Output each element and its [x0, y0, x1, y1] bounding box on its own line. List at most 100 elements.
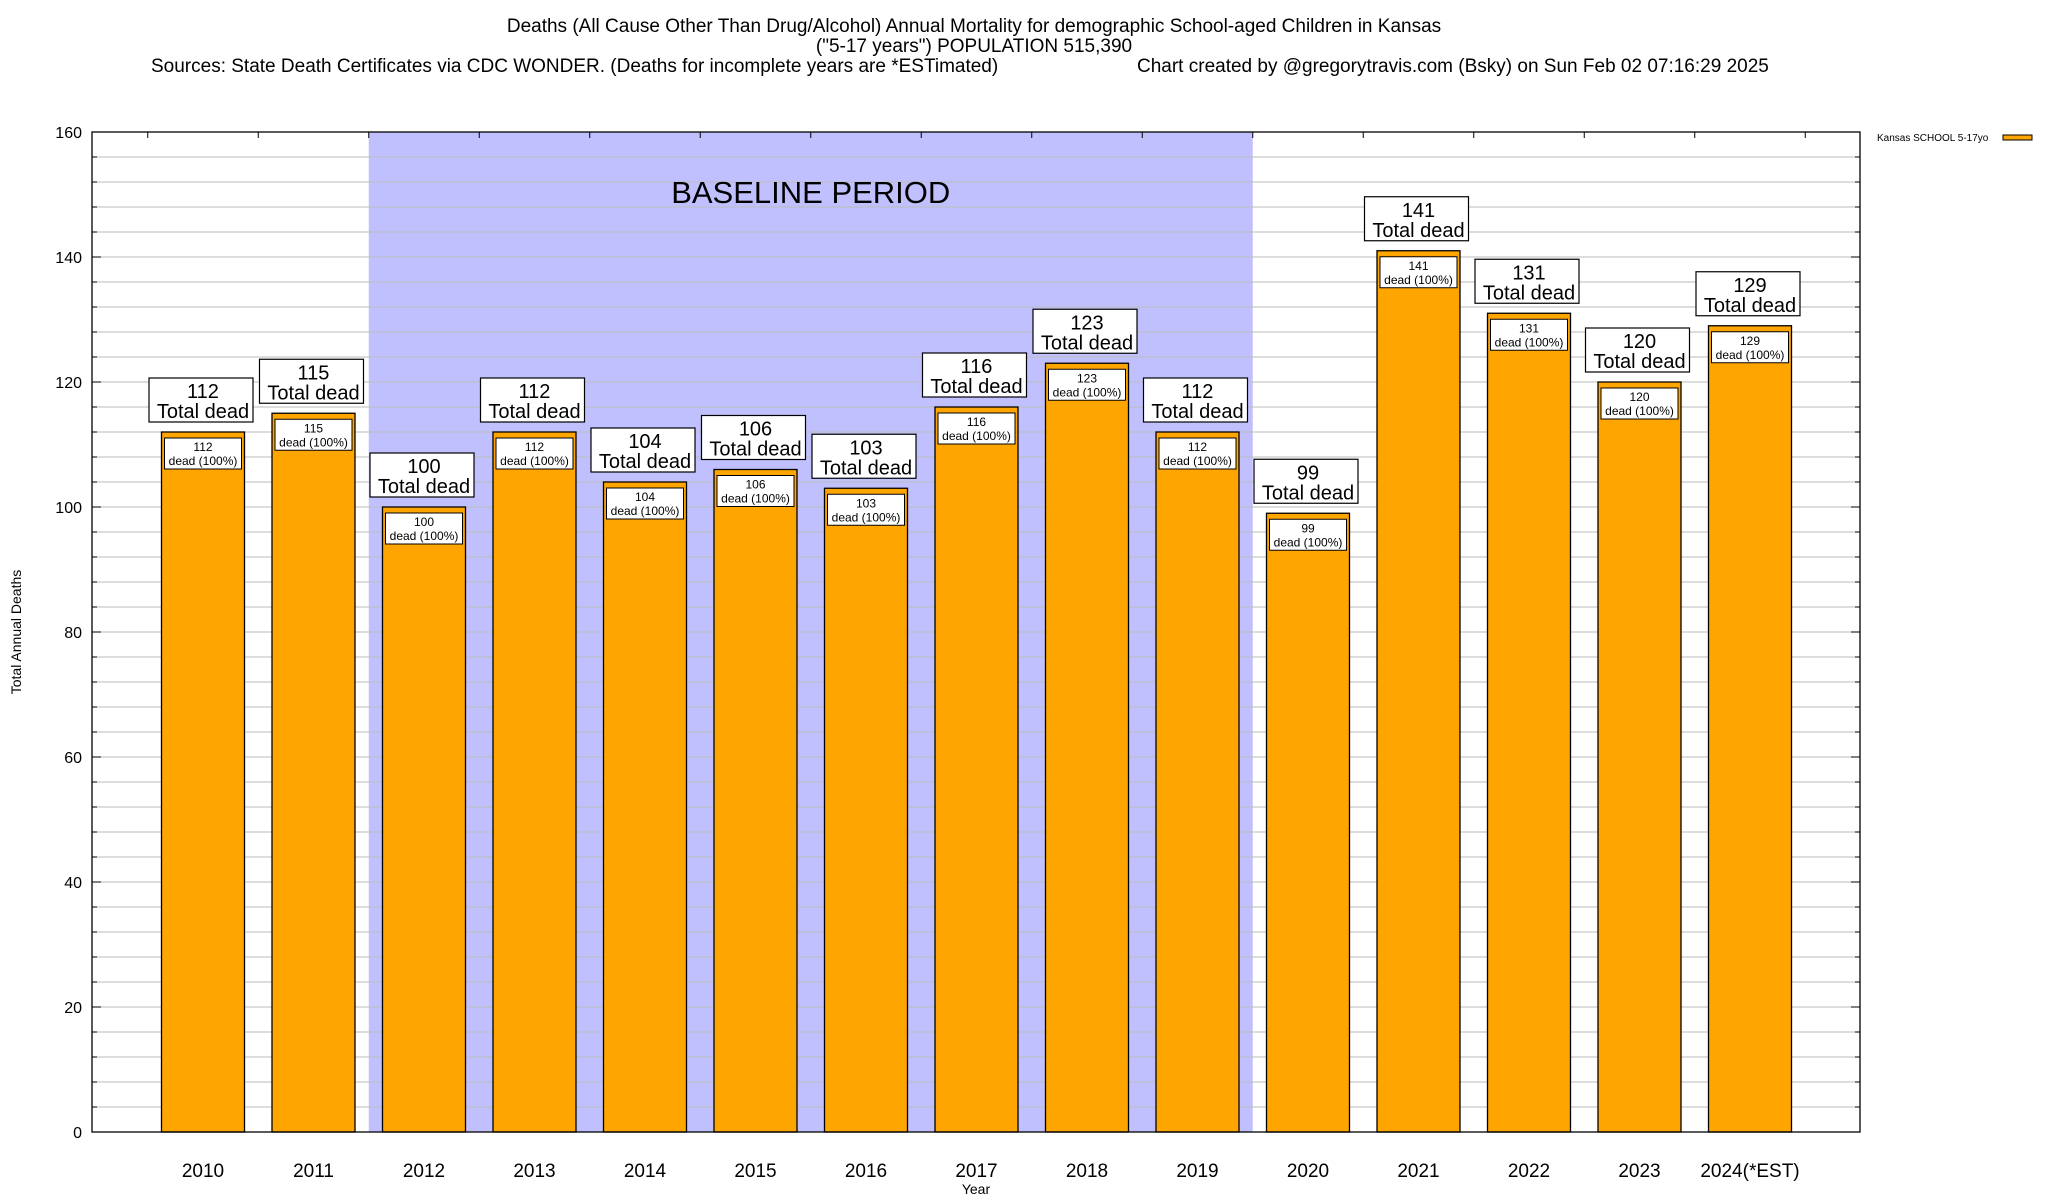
bar-top-suffix: Total dead — [1704, 295, 1796, 317]
bar-inner-suffix: dead (100%) — [1163, 454, 1232, 468]
bar-top-label-box — [479, 377, 586, 423]
bar-inner-suffix: dead (100%) — [1384, 273, 1453, 287]
x-tick-label: 2022 — [1508, 1161, 1550, 1182]
bar-top-label-box — [1695, 271, 1801, 317]
x-tick-label: 2016 — [845, 1161, 887, 1182]
bar-top-label-box — [700, 414, 807, 461]
chart-title-line-2: ("5-17 years") POPULATION 515,390 — [816, 36, 1132, 57]
bar — [1155, 431, 1240, 1133]
chart-credit: Chart created by @gregorytravis.com (Bsk… — [1137, 56, 1769, 77]
bar-inner-label-box — [1711, 331, 1789, 364]
legend-swatch — [2002, 134, 2033, 141]
bar-top-value: 120 — [1623, 331, 1656, 353]
bar-top-suffix: Total dead — [488, 401, 580, 423]
bar-inner-label-box — [827, 493, 905, 526]
bar-inner-label-box — [1048, 368, 1126, 401]
bar-top-label-box — [1032, 308, 1138, 354]
bar-inner-label-box — [274, 418, 353, 451]
bar-top-label-box — [148, 377, 254, 423]
bar-top-value: 112 — [187, 381, 219, 403]
bar-inner-suffix: dead (100%) — [500, 454, 569, 468]
bar-top-suffix: Total dead — [820, 457, 912, 479]
bar-inner-suffix: dead (100%) — [279, 435, 348, 449]
bar — [1265, 512, 1351, 1133]
bar-top-suffix: Total dead — [709, 439, 801, 461]
x-tick-label: 2023 — [1618, 1161, 1660, 1182]
bar-top-suffix: Total dead — [1041, 332, 1133, 354]
bar-inner-value: 100 — [414, 515, 434, 529]
baseline-period-label: BASELINE PERIOD — [671, 175, 950, 210]
x-tick-label: 2018 — [1066, 1161, 1108, 1182]
x-tick-label: 2010 — [182, 1161, 224, 1182]
x-tick-label: 2011 — [293, 1161, 334, 1182]
bar-inner-value: 141 — [1408, 259, 1428, 273]
bar-inner-label-box — [937, 412, 1016, 445]
bar-top-suffix: Total dead — [267, 382, 359, 404]
bar-top-label-box — [1253, 458, 1359, 504]
bar-top-suffix: Total dead — [1151, 401, 1243, 423]
bar-inner-suffix: dead (100%) — [721, 492, 790, 506]
x-tick-label: 2021 — [1397, 1161, 1439, 1182]
bar-top-value: 116 — [961, 356, 993, 378]
bar-top-label-box — [1363, 196, 1470, 242]
y-tick-label: 20 — [64, 1000, 82, 1017]
bar-top-value: 100 — [407, 456, 440, 478]
y-tick-label: 100 — [55, 500, 82, 517]
y-axis-label: Total Annual Deaths — [8, 570, 24, 695]
y-tick-label: 80 — [64, 625, 82, 642]
x-tick-label: 2019 — [1176, 1161, 1218, 1182]
bar-inner-value: 115 — [304, 421, 323, 435]
bar-top-suffix: Total dead — [1593, 351, 1685, 373]
bar-inner-suffix: dead (100%) — [1495, 335, 1564, 349]
x-tick-label: 2020 — [1287, 1161, 1329, 1182]
bar-top-suffix: Total dead — [1483, 282, 1575, 304]
bar-inner-value: 104 — [635, 490, 655, 504]
bar — [492, 431, 577, 1133]
bar-inner-value: 131 — [1519, 321, 1539, 335]
bar-inner-suffix: dead (100%) — [1053, 385, 1122, 399]
bar-inner-suffix: dead (100%) — [1605, 404, 1674, 418]
bar-top-label-box — [590, 427, 696, 473]
bar-top-value: 112 — [1182, 381, 1214, 403]
chart-sources: Sources: State Death Certificates via CD… — [151, 56, 998, 77]
x-tick-label: 2014 — [624, 1161, 667, 1182]
bar — [1707, 325, 1793, 1133]
bar — [381, 506, 467, 1133]
bar-inner-label-box — [385, 512, 463, 545]
bar-top-value: 129 — [1733, 275, 1766, 297]
bar-top-value: 141 — [1402, 200, 1435, 222]
bar-inner-label-box — [606, 487, 684, 520]
bar-inner-suffix: dead (100%) — [169, 454, 238, 468]
bar-inner-label-box — [1379, 256, 1458, 289]
bar-top-label-box — [811, 433, 917, 479]
x-tick-label: 2015 — [734, 1161, 776, 1182]
bar-inner-label-box — [1490, 318, 1568, 351]
bar-top-suffix: Total dead — [378, 476, 470, 498]
bar — [602, 481, 688, 1133]
bar-top-value: 115 — [298, 362, 330, 384]
bar-inner-suffix: dead (100%) — [1716, 348, 1785, 362]
bar — [1376, 250, 1461, 1133]
y-tick-label: 120 — [55, 375, 82, 392]
bar-top-value: 123 — [1070, 312, 1103, 334]
bar-top-label-box — [369, 452, 475, 498]
bar-inner-value: 120 — [1629, 390, 1649, 404]
bar — [1044, 362, 1130, 1133]
bar-inner-label-box — [164, 437, 242, 470]
bar-top-suffix: Total dead — [930, 376, 1022, 398]
bar-top-label-box — [921, 352, 1028, 398]
bar-inner-suffix: dead (100%) — [390, 529, 459, 543]
bar-inner-value: 99 — [1301, 521, 1315, 535]
bar — [160, 431, 246, 1133]
y-tick-label: 160 — [55, 125, 82, 142]
bar-top-label-box — [258, 358, 365, 404]
bar-top-label-box — [1142, 377, 1249, 423]
x-tick-label: 2017 — [955, 1161, 997, 1182]
legend-label: Kansas SCHOOL 5-17yo — [1877, 133, 1989, 144]
bar-top-value: 99 — [1297, 462, 1319, 484]
bar — [1486, 312, 1572, 1133]
x-tick-label: 2012 — [403, 1161, 445, 1182]
bar-top-value: 131 — [1512, 262, 1545, 284]
bar-inner-label-box — [495, 437, 574, 470]
